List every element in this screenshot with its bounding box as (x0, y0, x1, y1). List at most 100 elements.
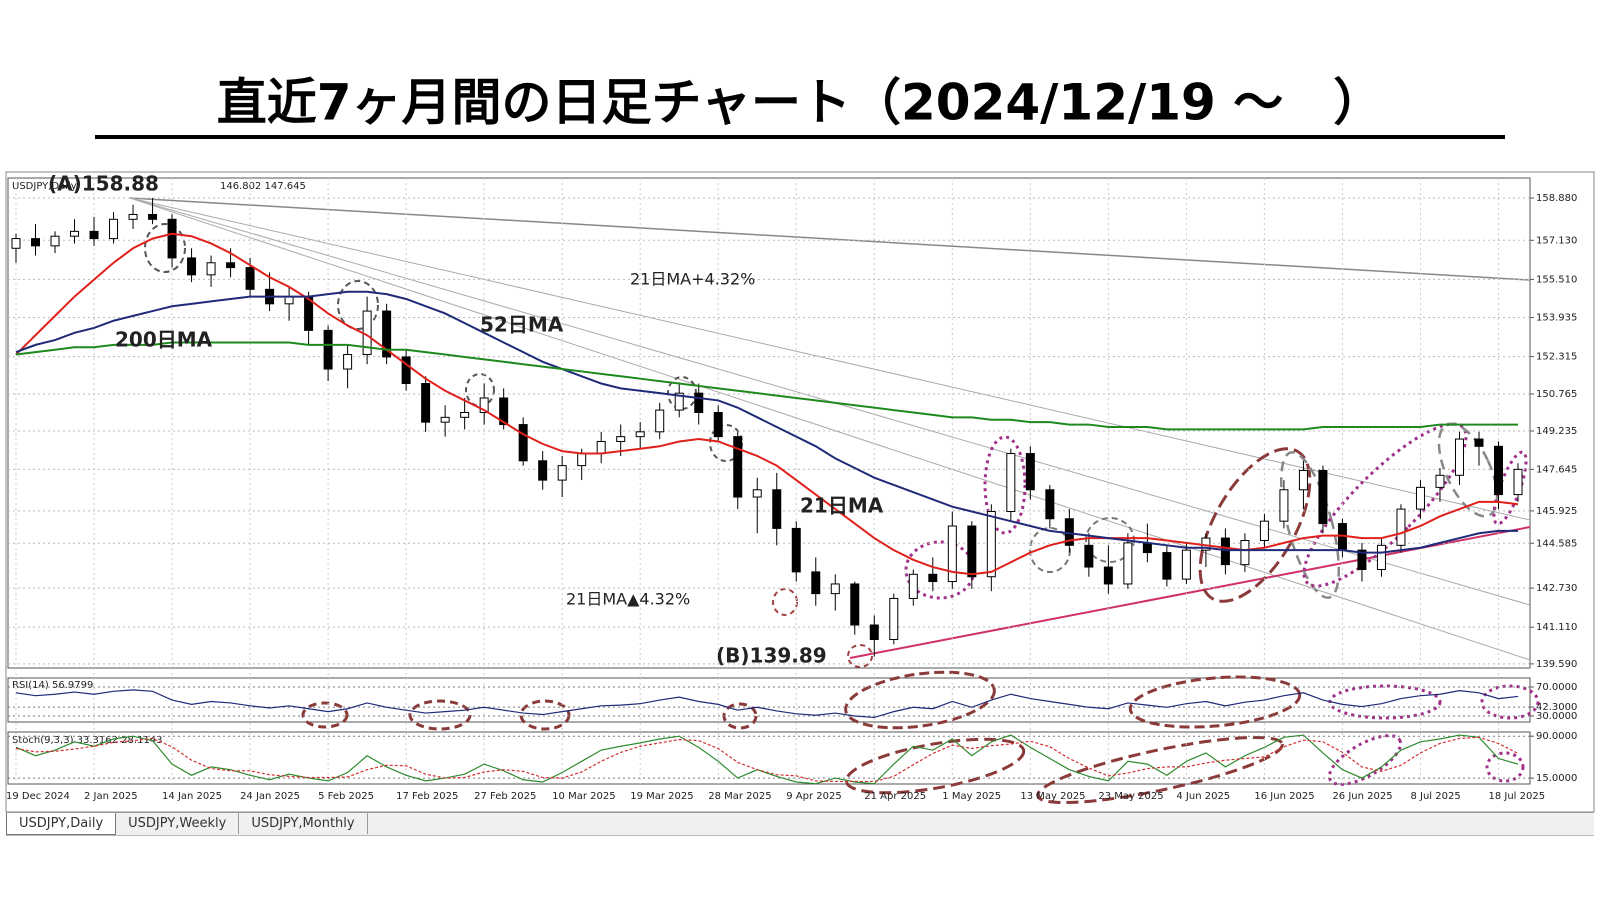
candle-body (128, 213, 138, 220)
candle-body (596, 440, 606, 455)
candle-body (889, 597, 899, 641)
candle-body (1513, 468, 1523, 496)
y-tick-label: 15.0000 (1536, 773, 1577, 784)
circle-mark (301, 701, 349, 729)
candle-body (31, 238, 41, 247)
x-tick-label: 14 Jan 2025 (162, 791, 222, 802)
candle-body (1396, 508, 1406, 546)
series-label: 21日MA (800, 494, 884, 518)
candle-body (1240, 539, 1250, 566)
annotation: 21日MA▲4.32% (566, 590, 690, 609)
circle-mark (1480, 684, 1540, 720)
annotation: (A)158.88 (48, 172, 159, 196)
circle-mark (844, 670, 996, 730)
candle-body (1045, 489, 1055, 520)
candle-body (1376, 544, 1386, 570)
candle-body (167, 218, 177, 259)
symbol-label: USDJPY,Daily (12, 181, 77, 192)
series-label: 200日MA (115, 328, 213, 352)
candle-body (50, 235, 60, 247)
series-line (15, 341, 1518, 431)
x-tick-label: 10 Mar 2025 (552, 791, 615, 802)
y-tick-label: 153.935 (1536, 312, 1577, 323)
circle-mark (1128, 675, 1302, 729)
x-tick-label: 19 Dec 2024 (6, 791, 70, 802)
series-line (15, 290, 1518, 554)
x-tick-label: 1 May 2025 (942, 791, 1001, 802)
tab[interactable]: USDJPY,Weekly (116, 813, 240, 834)
candle-body (284, 296, 294, 305)
circle-mark (519, 699, 571, 731)
candle-body (70, 230, 80, 237)
trend-line (129, 197, 1531, 521)
y-tick-label: 42.3000 (1536, 702, 1577, 713)
circle-mark (337, 280, 379, 330)
annotation: (B)139.89 (716, 644, 827, 668)
main-panel (7, 177, 1531, 669)
candle-body (1025, 453, 1035, 491)
rsi-label: RSI(14) 56.9799 (12, 680, 93, 691)
candle-body (713, 411, 723, 438)
circle-mark (1085, 517, 1135, 563)
candle-body (148, 213, 158, 220)
x-tick-label: 5 Feb 2025 (318, 791, 374, 802)
candle-body (635, 431, 645, 438)
circle-mark (408, 699, 472, 731)
x-tick-label: 2 Jan 2025 (84, 791, 138, 802)
x-tick-label: 4 Jun 2025 (1176, 791, 1230, 802)
tab[interactable]: USDJPY,Daily (6, 813, 117, 835)
rsi-panel (7, 677, 1531, 723)
x-tick-label: 26 Jun 2025 (1332, 791, 1392, 802)
tab-bar: USDJPY,Daily USDJPY,Weekly USDJPY,Monthly (6, 812, 1594, 836)
circle-mark (772, 588, 798, 616)
y-tick-label: 158.880 (1536, 193, 1577, 204)
x-tick-label: 28 Mar 2025 (708, 791, 771, 802)
y-tick-label: 141.110 (1536, 622, 1577, 633)
candle-body (1006, 453, 1016, 513)
candle-body (187, 257, 197, 276)
y-tick-label: 147.645 (1536, 464, 1577, 475)
circle-mark (1485, 751, 1525, 783)
series-label: 52日MA (480, 313, 564, 337)
candle-body (460, 411, 470, 418)
circle-mark (1036, 735, 1284, 805)
y-tick-label: 152.315 (1536, 352, 1577, 363)
y-tick-label: 150.765 (1536, 389, 1577, 400)
circle-mark (844, 737, 1026, 795)
candle-body (928, 573, 938, 583)
x-tick-label: 13 May 2025 (1020, 791, 1085, 802)
price-label: 146.802 147.645 (220, 181, 306, 192)
candle-body (733, 436, 743, 498)
tab[interactable]: USDJPY,Monthly (239, 813, 368, 834)
candle-body (1318, 469, 1328, 525)
candle-body (967, 525, 977, 578)
candle-body (401, 356, 411, 385)
candle-body (1279, 489, 1289, 522)
candle-body (245, 267, 255, 290)
x-tick-label: 23 May 2025 (1098, 791, 1163, 802)
candle-body (791, 527, 801, 573)
candle-body (1123, 542, 1133, 585)
candle-body (752, 489, 762, 498)
x-tick-label: 19 Mar 2025 (630, 791, 693, 802)
circle-mark (1198, 447, 1312, 603)
y-tick-label: 157.130 (1536, 235, 1577, 246)
y-tick-label: 70.0000 (1536, 682, 1577, 693)
drawings (129, 197, 1540, 805)
y-tick-label: 30.0000 (1536, 711, 1577, 722)
candle-body (518, 424, 528, 462)
stoch-panel (7, 731, 1531, 785)
candle-body (1142, 542, 1152, 554)
candle-body (869, 624, 879, 641)
series-line (15, 736, 1519, 783)
candle-body (1181, 549, 1191, 580)
candle-body (674, 392, 684, 411)
candle-body (986, 511, 996, 578)
candle-body (655, 409, 665, 433)
candle-body (440, 416, 450, 423)
candle-body (538, 460, 548, 481)
y-tick-label: 149.235 (1536, 426, 1577, 437)
series-line (15, 689, 1519, 719)
candle-body (479, 397, 489, 413)
